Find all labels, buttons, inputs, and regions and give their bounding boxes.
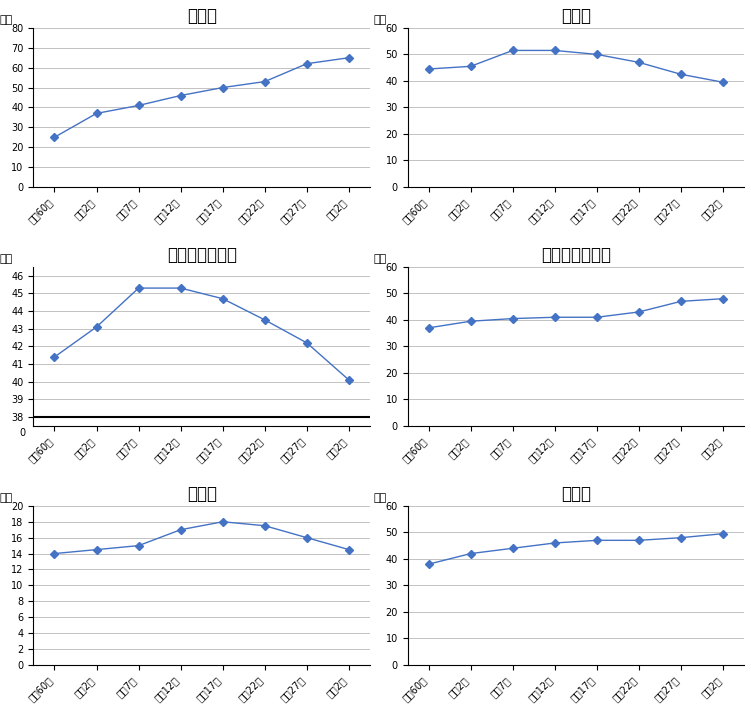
Title: 美浦村: 美浦村 (187, 485, 217, 503)
Title: つくばみらい市: つくばみらい市 (541, 246, 611, 264)
Title: かすみがうら市: かすみがうら市 (167, 246, 237, 264)
Title: 稲敷市: 稲敷市 (561, 7, 591, 25)
Text: 千人: 千人 (0, 253, 13, 263)
Text: 千人: 千人 (0, 15, 13, 25)
Text: 0: 0 (19, 428, 25, 438)
Title: 阿見町: 阿見町 (561, 485, 591, 503)
Text: 千人: 千人 (0, 493, 13, 503)
Text: 千人: 千人 (374, 15, 387, 25)
Text: 千人: 千人 (374, 493, 387, 503)
Text: 千人: 千人 (374, 253, 387, 263)
Title: 守谷市: 守谷市 (187, 7, 217, 25)
